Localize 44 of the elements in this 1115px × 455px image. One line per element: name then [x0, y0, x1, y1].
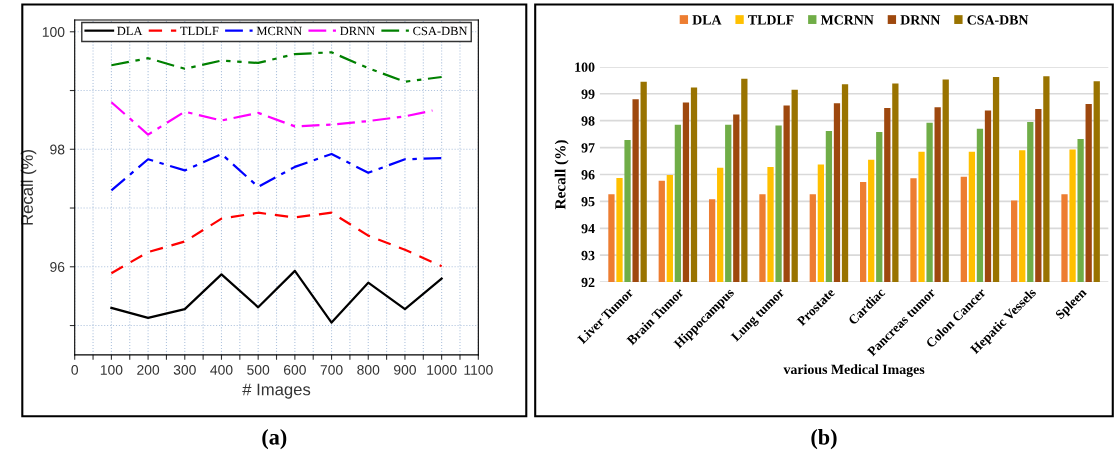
y-tick-label: 98 — [50, 144, 65, 155]
line-series — [110, 211, 443, 275]
x-tick-label: 600 — [283, 364, 306, 375]
y-tick-label: 99 — [581, 89, 595, 99]
x-tick-label: 100 — [100, 364, 123, 375]
y-tick-label: 96 — [50, 262, 65, 272]
y-tick-label: 93 — [581, 250, 595, 261]
x-tick-label: 400 — [210, 364, 233, 375]
x-tick-label: 900 — [394, 364, 416, 375]
x-tick-label: 1100 — [464, 364, 493, 375]
legend-label: MCRNN — [820, 15, 874, 25]
text: (a) — [262, 429, 287, 450]
y-tick-label: 92 — [581, 277, 595, 288]
legend-label: DRNN — [900, 15, 941, 25]
x-axis-title: # Images — [242, 383, 311, 399]
y-tick-label: 100 — [575, 62, 595, 72]
y-tick-label: 94 — [581, 223, 595, 234]
y-tick-label: 95 — [581, 197, 595, 207]
x-tick-label: 700 — [320, 364, 343, 375]
legend-label: DRNN — [340, 26, 375, 36]
line-series — [110, 51, 443, 83]
x-tick-label: 800 — [357, 364, 380, 375]
x-tick-label: 200 — [137, 364, 160, 375]
x-tick-label: 1000 — [427, 364, 457, 375]
line-series — [110, 101, 434, 136]
line-series — [110, 269, 443, 324]
y-tick-label: 96 — [581, 170, 595, 180]
x-tick-label: 500 — [247, 364, 270, 375]
y-tick-label: 100 — [42, 27, 65, 37]
x-axis-title: various Medical Images — [783, 364, 925, 377]
legend-label: CSA-DBN — [967, 15, 1029, 25]
y-tick-label: 97 — [581, 143, 595, 153]
legend-label: MCRNN — [256, 26, 302, 36]
x-tick-label: 0 — [71, 364, 79, 375]
y-tick-label: 98 — [581, 116, 595, 126]
legend-label: DLA — [692, 15, 722, 25]
x-tick-label: 300 — [173, 364, 196, 375]
legend-label: CSA-DBN — [413, 26, 468, 36]
legend-label: TLDLF — [748, 15, 794, 25]
line-series — [110, 152, 443, 192]
legend-label: TLDLF — [180, 26, 219, 36]
text: (b) — [811, 429, 837, 450]
legend-label: DLA — [117, 26, 143, 36]
y-axis-title: Recall (%) — [554, 140, 569, 210]
